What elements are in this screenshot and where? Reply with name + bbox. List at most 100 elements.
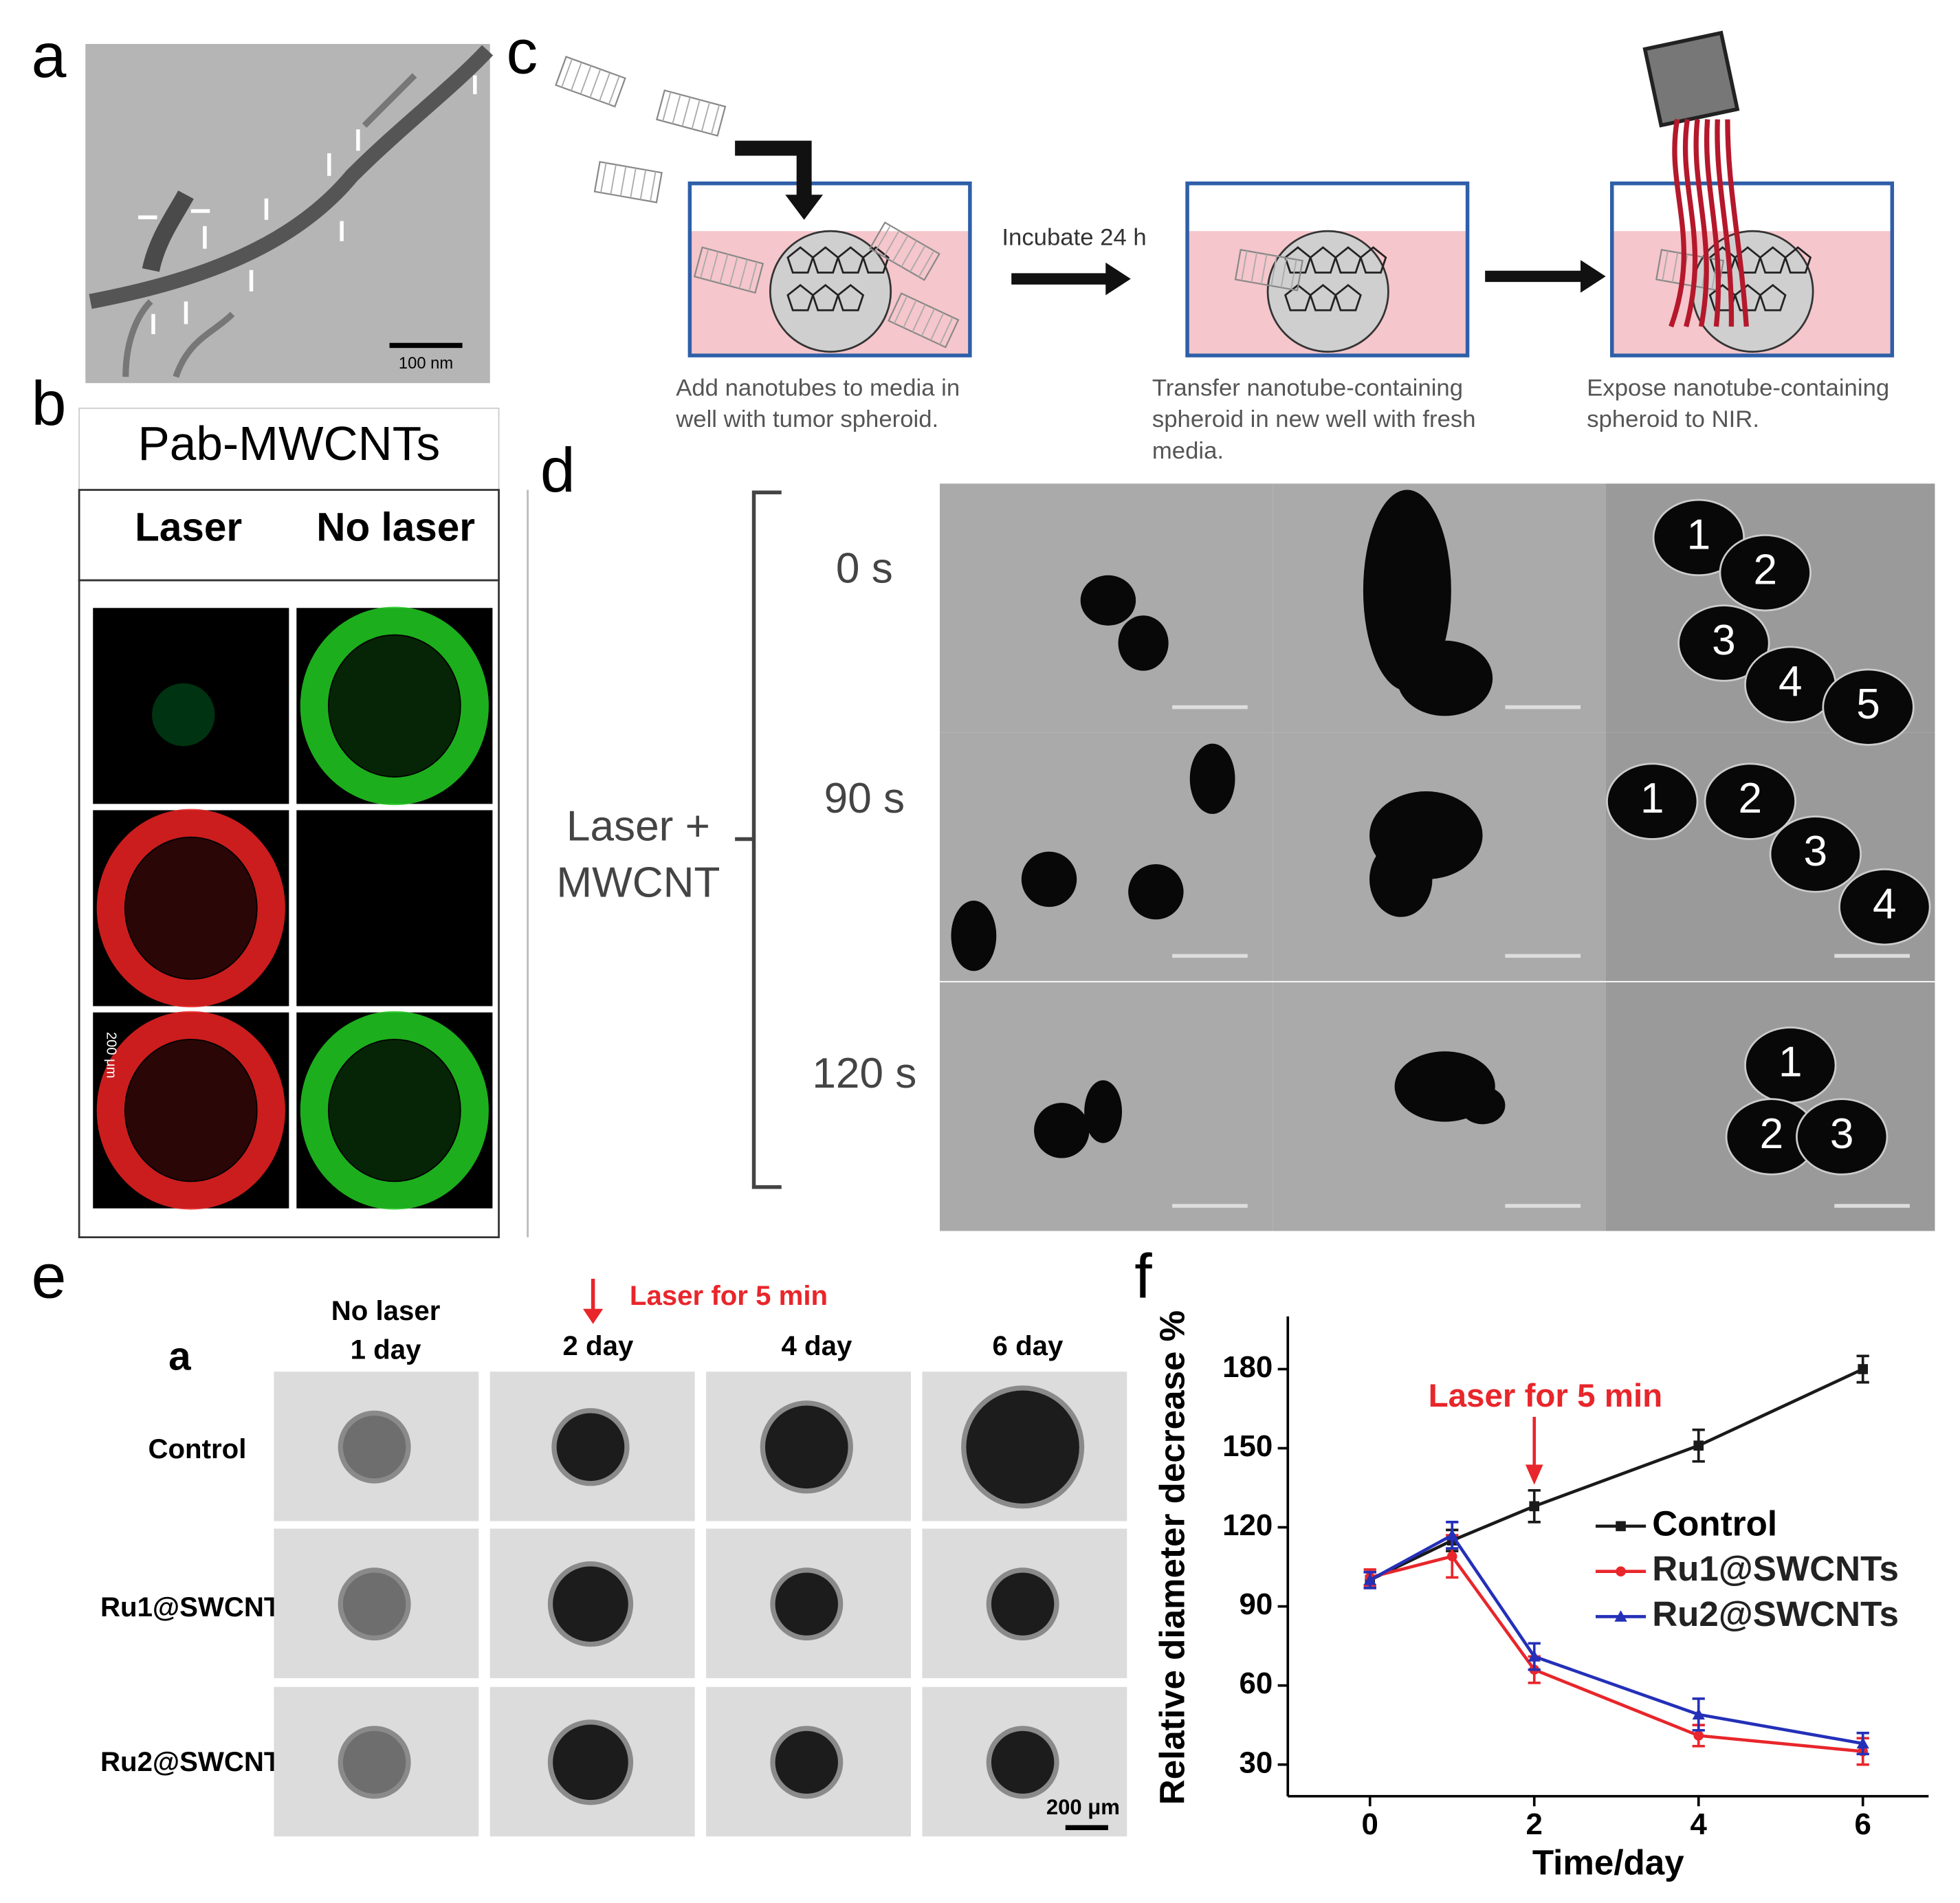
marker bbox=[1856, 1737, 1869, 1749]
spheroid-number: 2 bbox=[1760, 1110, 1784, 1158]
arrow-head bbox=[1105, 262, 1131, 296]
cell-icon bbox=[861, 246, 890, 274]
laser-beam bbox=[1669, 118, 1686, 328]
legend-label: Ru1@SWCNTs bbox=[1652, 1549, 1899, 1588]
nanotube-ring bbox=[561, 58, 573, 88]
spheroid bbox=[1769, 815, 1862, 893]
nanotube-icon bbox=[555, 56, 626, 108]
panel-label: d bbox=[540, 435, 575, 505]
scale-bar-label: 200 μm bbox=[1046, 1795, 1120, 1819]
scale-bar-label: 200 μm bbox=[104, 1032, 119, 1078]
x-tick-label: 6 bbox=[1855, 1807, 1871, 1841]
cell-icon bbox=[1759, 246, 1787, 274]
x-tick-label: 4 bbox=[1691, 1807, 1708, 1841]
nanotube-ring bbox=[630, 168, 637, 198]
arrow-head bbox=[582, 1308, 604, 1324]
nanotube-ring bbox=[710, 104, 720, 135]
nanotube-ring bbox=[874, 225, 891, 252]
nanotube-ring bbox=[930, 312, 945, 341]
spheroid bbox=[1118, 615, 1169, 671]
nanotube-ring bbox=[639, 169, 647, 200]
cell-icon bbox=[786, 283, 815, 311]
nanotube-ring bbox=[729, 256, 738, 287]
y-tick-label: 60 bbox=[1240, 1666, 1273, 1700]
x-axis-label: Time/day bbox=[1532, 1843, 1684, 1882]
nanotube-ring bbox=[619, 166, 627, 197]
nanotube-body bbox=[693, 246, 764, 294]
spheroid-number: 3 bbox=[1712, 617, 1736, 664]
spheroid bbox=[1606, 762, 1699, 840]
fluorescence-signal bbox=[300, 606, 489, 806]
step-caption: Expose nanotube-containing bbox=[1587, 375, 1889, 402]
column-header: No laser bbox=[331, 1295, 441, 1326]
cell-icon bbox=[811, 246, 839, 274]
spheroid bbox=[1363, 490, 1451, 691]
column-header: Laser bbox=[135, 505, 242, 549]
column-header: 1 day bbox=[351, 1334, 421, 1365]
nanotube-ring bbox=[1280, 257, 1288, 288]
nanotube-ring bbox=[608, 76, 620, 105]
row-label: Control bbox=[148, 1433, 246, 1464]
spheroid-number: 2 bbox=[1739, 775, 1763, 822]
y-tick-label: 90 bbox=[1240, 1587, 1273, 1621]
marker bbox=[1858, 1364, 1869, 1374]
nanotube-ring bbox=[662, 91, 672, 122]
spheroid bbox=[775, 1572, 838, 1636]
cell-icon bbox=[1309, 246, 1337, 274]
laser-head bbox=[1642, 30, 1740, 128]
marker bbox=[1446, 1551, 1457, 1562]
y-tick-label: 180 bbox=[1222, 1350, 1273, 1384]
nanotube-ring bbox=[1290, 259, 1297, 289]
cell-icon bbox=[811, 283, 839, 311]
spheroid bbox=[966, 1390, 1079, 1504]
spheroid bbox=[951, 901, 997, 971]
nanotube-ring bbox=[691, 99, 701, 129]
fluorescence-signal bbox=[96, 1011, 285, 1210]
step-caption: Add nanotubes to media in bbox=[676, 375, 960, 402]
legend-marker bbox=[1616, 1566, 1626, 1576]
nanotube-icon bbox=[693, 246, 764, 294]
nanotube-ring bbox=[672, 94, 681, 124]
nanotube-ring bbox=[738, 259, 748, 289]
y-tick-label: 150 bbox=[1222, 1429, 1273, 1463]
panel-label: b bbox=[32, 368, 67, 439]
nanotube-body bbox=[656, 89, 727, 137]
legend-marker bbox=[1614, 1610, 1627, 1622]
nanotube-ring bbox=[883, 230, 900, 257]
x-tick-label: 2 bbox=[1526, 1807, 1543, 1841]
nanotube-ring bbox=[1251, 252, 1257, 283]
cell-icon bbox=[1334, 283, 1362, 311]
row-label: Ru1@SWCNTs bbox=[100, 1592, 294, 1622]
spheroid bbox=[1266, 230, 1389, 353]
marker bbox=[1693, 1440, 1704, 1451]
spheroid bbox=[1704, 762, 1796, 840]
cell-icon bbox=[1334, 246, 1362, 274]
time-label: 0 s bbox=[836, 545, 893, 593]
step-caption: Transfer nanotube-containing bbox=[1152, 375, 1463, 402]
cell-icon bbox=[1784, 246, 1812, 274]
step-caption: spheroid in new well with fresh bbox=[1152, 406, 1476, 432]
nanotube-ring bbox=[681, 97, 691, 126]
spheroid bbox=[556, 1413, 625, 1482]
spheroid bbox=[1838, 868, 1931, 946]
group-label: MWCNT bbox=[556, 859, 720, 906]
column-header: No laser bbox=[316, 505, 475, 549]
spheroid bbox=[553, 1566, 628, 1642]
scale-bar-label: 100 nm bbox=[399, 354, 453, 373]
laser-beam bbox=[1725, 119, 1749, 327]
marker bbox=[1693, 1730, 1704, 1741]
step-caption: spheroid to NIR. bbox=[1587, 406, 1759, 432]
fluorescence-core bbox=[125, 837, 256, 979]
spheroid bbox=[1189, 743, 1235, 814]
spheroid bbox=[1021, 851, 1077, 908]
panel-title: Pab-MWCNTs bbox=[137, 417, 440, 470]
spheroid-number: 5 bbox=[1856, 681, 1880, 728]
nanotube-ring bbox=[701, 102, 710, 132]
nanotube-ring bbox=[1241, 250, 1248, 281]
marker bbox=[1528, 1650, 1541, 1662]
spheroid-number: 4 bbox=[1873, 881, 1897, 928]
legend-marker bbox=[1616, 1521, 1626, 1532]
nanotube-ring bbox=[570, 62, 582, 91]
laser-beam bbox=[1715, 119, 1735, 327]
arrow-head bbox=[785, 195, 824, 220]
